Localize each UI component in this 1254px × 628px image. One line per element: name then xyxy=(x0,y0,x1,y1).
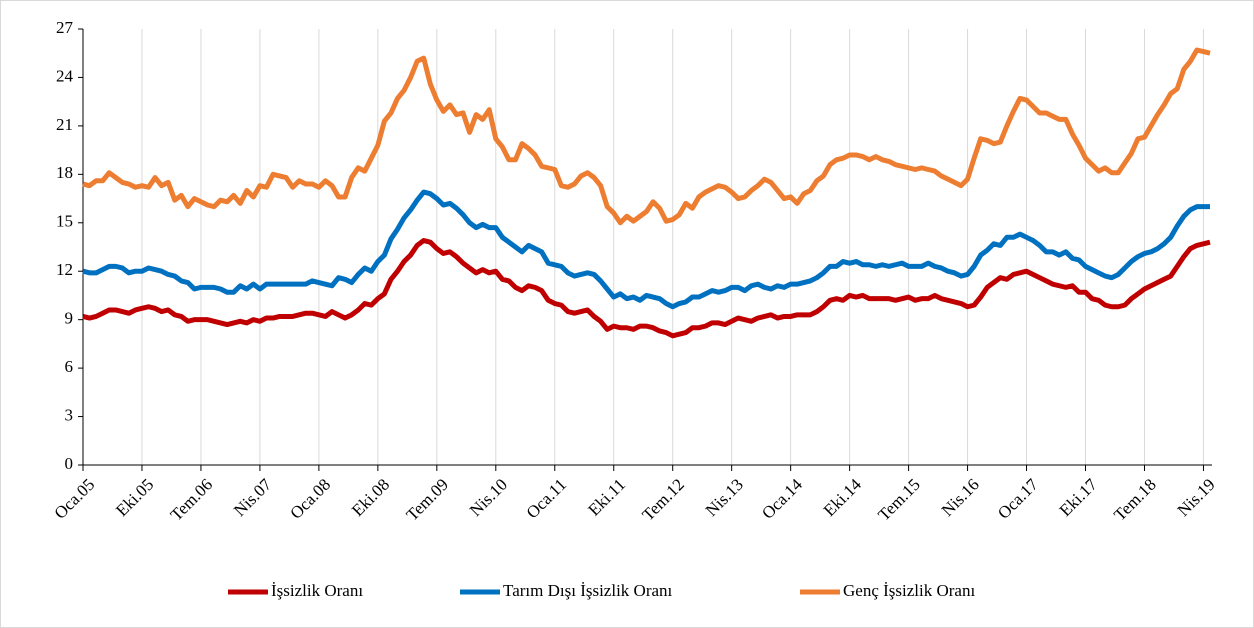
legend-label: İşsizlik Oranı xyxy=(271,581,363,600)
y-tick-label: 21 xyxy=(56,115,73,134)
y-tick-label: 6 xyxy=(65,357,74,376)
y-tick-label: 12 xyxy=(56,260,73,279)
y-tick-label: 9 xyxy=(65,309,74,328)
y-tick-label: 27 xyxy=(56,18,74,37)
legend-label: Genç İşsizlik Oranı xyxy=(843,581,975,600)
series-line xyxy=(82,47,1211,226)
y-tick-label: 24 xyxy=(56,66,74,85)
y-tick-label: 15 xyxy=(56,212,73,231)
y-tick-label: 18 xyxy=(56,163,73,182)
series-line xyxy=(82,189,1210,310)
y-tick-label: 0 xyxy=(65,454,74,473)
y-tick-label: 3 xyxy=(65,405,74,424)
series-line xyxy=(82,238,1211,339)
legend-label: Tarım Dışı İşsizlik Oranı xyxy=(503,581,673,600)
